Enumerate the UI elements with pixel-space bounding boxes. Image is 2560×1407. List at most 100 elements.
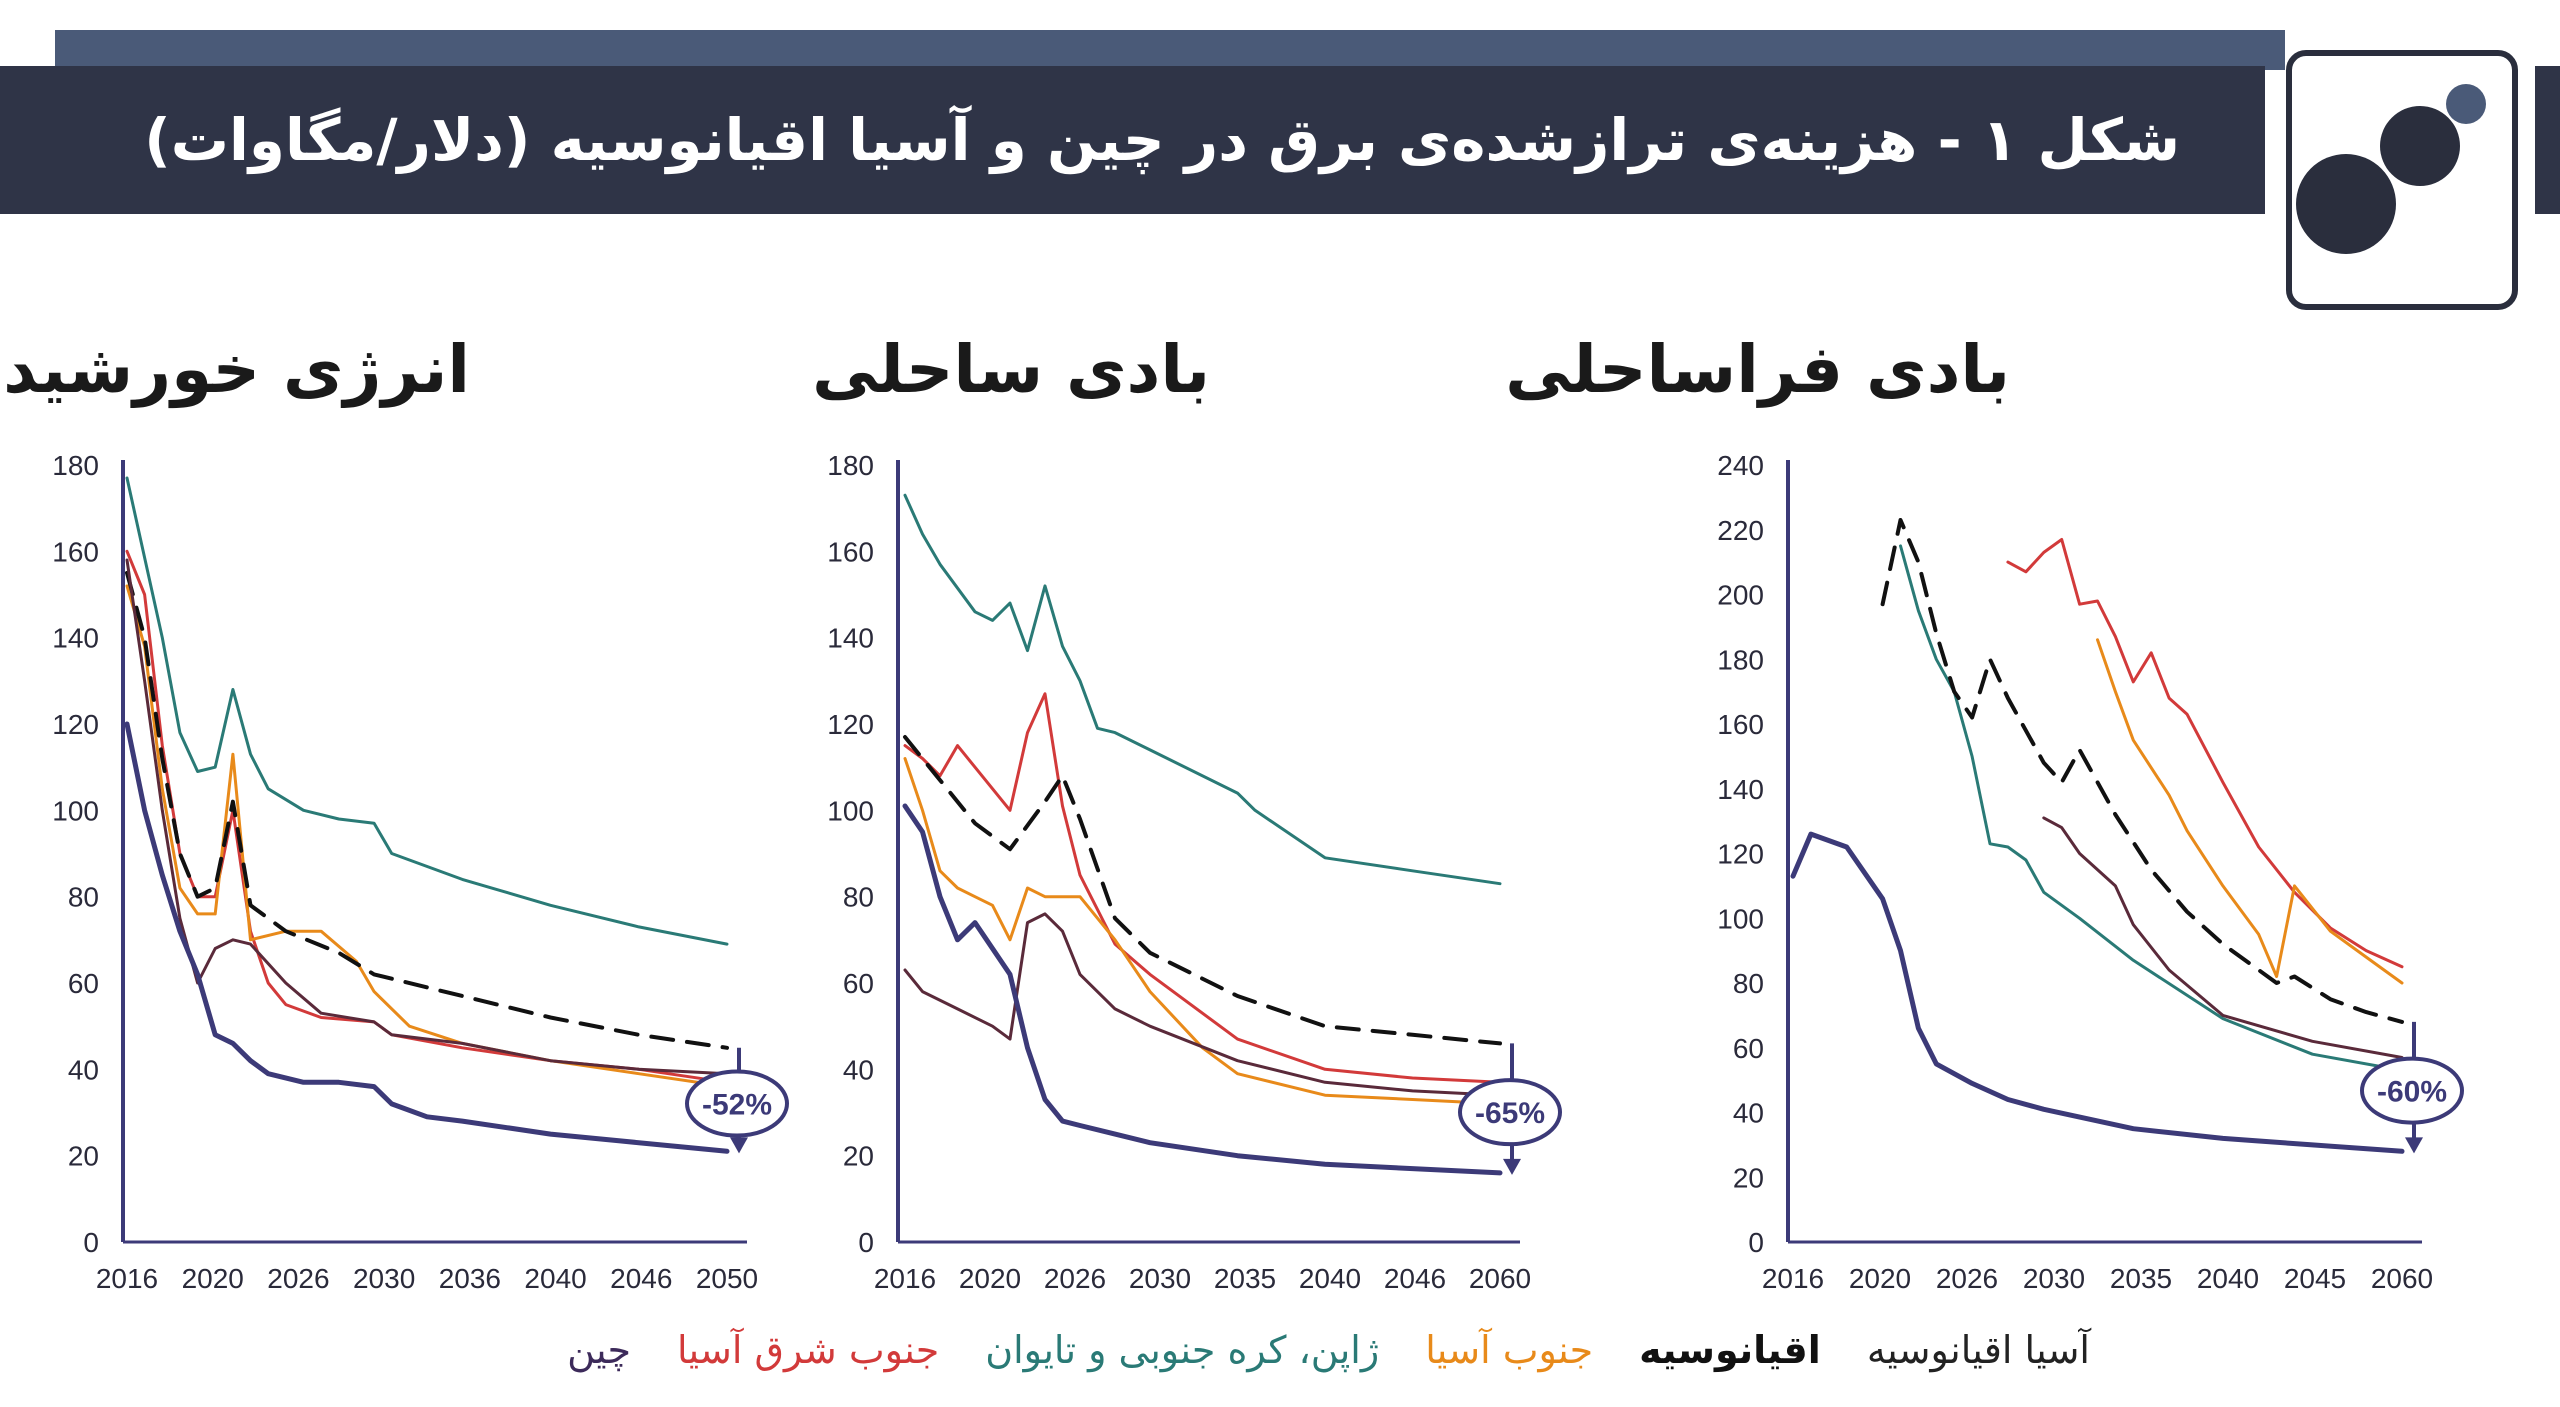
series-line-3 [125, 570, 729, 1050]
y-tick-label: 200 [1717, 580, 1764, 611]
x-tick-label: 2050 [696, 1263, 758, 1294]
x-tick-label: 2046 [1384, 1263, 1446, 1294]
y-tick-label: 40 [68, 1054, 99, 1085]
series-line-2 [1899, 544, 2404, 1072]
x-tick-label: 2020 [1849, 1263, 1911, 1294]
series-line-2 [903, 757, 1502, 1106]
y-tick-label: 100 [1717, 903, 1764, 934]
header-accent-strip [55, 30, 2285, 70]
x-tick-label: 2026 [267, 1263, 329, 1294]
series-line-3 [1880, 518, 2404, 1024]
reduction-arrowhead [1503, 1158, 1521, 1175]
y-tick-label: 160 [52, 536, 99, 567]
y-tick-label: 40 [843, 1054, 874, 1085]
series-line-4 [903, 912, 1502, 1097]
x-tick-label: 2030 [353, 1263, 415, 1294]
x-tick-label: 2030 [1129, 1263, 1191, 1294]
series-line-1 [125, 549, 729, 1084]
y-tick-label: 180 [52, 450, 99, 481]
panel-title-offshore-wind: بادی فراساحلی [1505, 331, 2010, 408]
x-tick-label: 2040 [2197, 1263, 2259, 1294]
x-tick-label: 2026 [1044, 1263, 1106, 1294]
y-tick-label: 120 [1717, 839, 1764, 870]
y-tick-label: 60 [68, 968, 99, 999]
y-tick-label: 120 [52, 709, 99, 740]
y-tick-label: 240 [1717, 450, 1764, 481]
legend-item-1: اقیانوسیه [1639, 1328, 1821, 1372]
y-tick-label: 140 [1717, 774, 1764, 805]
reduction-label: -65% [1475, 1097, 1545, 1130]
page-title: شکل ۱ - هزینه‌ی ترازشده‌ی برق در چین و آ… [144, 106, 2180, 174]
reduction-label: -52% [702, 1089, 772, 1122]
y-tick-label: 80 [1733, 968, 1764, 999]
series-line-5 [902, 803, 1503, 1176]
series-line-1 [903, 692, 1502, 1084]
y-tick-label: 120 [827, 709, 874, 740]
x-tick-label: 2016 [874, 1263, 936, 1294]
y-tick-label: 100 [827, 795, 874, 826]
legend-item-5: چین [567, 1328, 631, 1372]
series-line-0 [125, 476, 729, 946]
x-tick-label: 2016 [1762, 1263, 1824, 1294]
series-line-0 [2006, 538, 2404, 969]
logo [2286, 50, 2518, 310]
x-tick-label: 2060 [1469, 1263, 1531, 1294]
x-tick-label: 2030 [2023, 1263, 2085, 1294]
y-tick-label: 60 [843, 968, 874, 999]
y-tick-label: 0 [83, 1227, 99, 1258]
x-tick-label: 2026 [1936, 1263, 1998, 1294]
x-tick-label: 2045 [2284, 1263, 2346, 1294]
reduction-bubble [2360, 1056, 2464, 1125]
y-tick-label: 20 [1733, 1162, 1764, 1193]
y-tick-label: 140 [827, 623, 874, 654]
reduction-label: -60% [2377, 1076, 2447, 1109]
y-tick-label: 20 [843, 1141, 874, 1172]
reduction-bubble [1458, 1078, 1562, 1147]
y-tick-label: 160 [1717, 709, 1764, 740]
x-tick-label: 2035 [2110, 1263, 2172, 1294]
y-tick-label: 60 [1733, 1033, 1764, 1064]
series-line-4 [2042, 816, 2404, 1059]
panel-title-onshore-wind: بادی ساحلی [812, 331, 1210, 408]
y-tick-label: 80 [843, 882, 874, 913]
logo-circles-icon [2296, 84, 2486, 254]
y-tick-label: 180 [1717, 644, 1764, 675]
x-tick-label: 2036 [439, 1263, 501, 1294]
legend: آسیا اقیانوسیه اقیانوسیه جنوب آسیا ژاپن، کر… [560, 1320, 2090, 1380]
legend-item-2: جنوب آسیا [1425, 1328, 1594, 1372]
x-tick-label: 2016 [96, 1263, 158, 1294]
y-tick-label: 0 [858, 1227, 874, 1258]
series-line-3 [903, 735, 1502, 1046]
x-tick-label: 2020 [182, 1263, 244, 1294]
y-tick-label: 0 [1748, 1227, 1764, 1258]
series-line-5 [1790, 831, 2405, 1154]
y-tick-label: 180 [827, 450, 874, 481]
x-tick-label: 2060 [2371, 1263, 2433, 1294]
y-tick-label: 220 [1717, 515, 1764, 546]
reduction-bubble [685, 1069, 789, 1138]
x-tick-label: 2046 [610, 1263, 672, 1294]
y-tick-label: 40 [1733, 1098, 1764, 1129]
x-tick-label: 2040 [1299, 1263, 1361, 1294]
series-line-0 [903, 493, 1502, 886]
y-tick-label: 160 [827, 536, 874, 567]
legend-item-0: آسیا اقیانوسیه [1866, 1328, 2090, 1372]
series-line-5 [124, 721, 730, 1154]
reduction-arrowhead [2405, 1137, 2423, 1154]
series-line-1 [2096, 638, 2404, 985]
x-tick-label: 2020 [959, 1263, 1021, 1294]
x-tick-label: 2035 [1214, 1263, 1276, 1294]
legend-item-3: ژاپن، کره جنوبی و تایوان [985, 1328, 1380, 1372]
x-tick-label: 2040 [524, 1263, 586, 1294]
header-bar-edge [2535, 66, 2560, 214]
header-bar [0, 66, 2265, 214]
panel-title-solar: انرژی خورشیدی [0, 331, 470, 408]
y-tick-label: 80 [68, 882, 99, 913]
y-tick-label: 100 [52, 795, 99, 826]
series-line-4 [125, 558, 729, 1076]
reduction-arrowhead [730, 1137, 748, 1154]
series-line-2 [125, 584, 729, 1089]
